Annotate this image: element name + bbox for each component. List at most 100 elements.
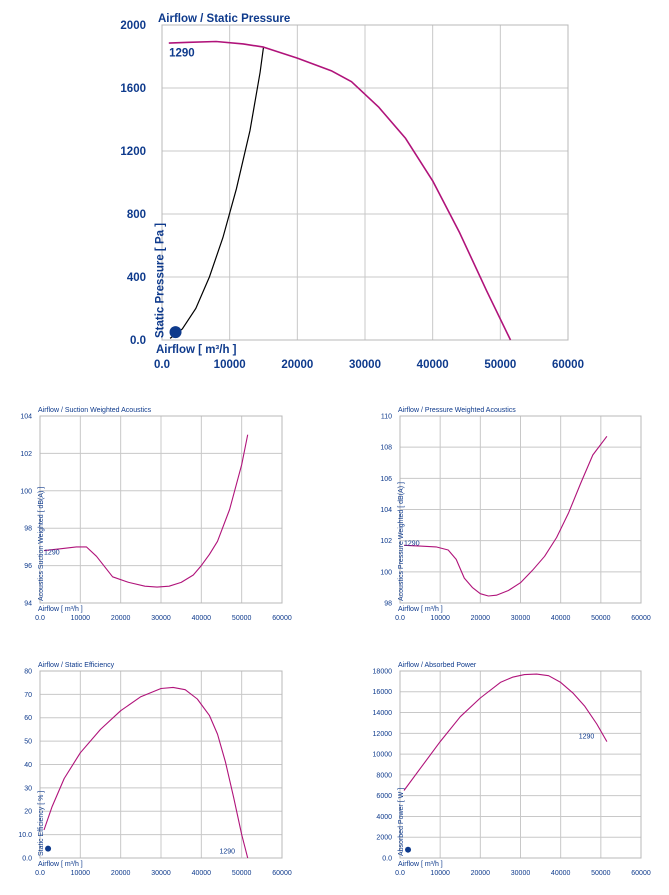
x-tick-label: 60000 — [272, 615, 292, 622]
x-tick-label: 20000 — [111, 615, 131, 622]
y-tick-label: 96 — [24, 563, 32, 570]
curve-label: 1290 — [579, 734, 595, 741]
x-tick-label: 0.0 — [395, 870, 405, 877]
x-tick-label: 40000 — [192, 615, 212, 622]
curve-label: 1290 — [44, 549, 60, 556]
x-tick-label: 30000 — [151, 870, 171, 877]
x-axis-label: Airflow [ m³/h ] — [38, 861, 83, 868]
x-tick-label: 20000 — [471, 870, 491, 877]
y-tick-label: 10000 — [373, 752, 393, 759]
y-tick-label: 0.0 — [382, 855, 392, 862]
y-tick-label: 10.0 — [18, 832, 32, 839]
y-tick-label: 800 — [127, 209, 146, 221]
operating-point — [169, 326, 182, 339]
operating-point — [45, 845, 52, 852]
curve-label: 1290 — [169, 48, 195, 60]
y-tick-label: 98 — [24, 526, 32, 533]
x-tick-label: 0.0 — [154, 359, 170, 371]
y-tick-label: 2000 — [376, 835, 392, 842]
x-tick-label: 20000 — [471, 615, 491, 622]
y-tick-label: 14000 — [373, 710, 393, 717]
y-tick-label: 4000 — [376, 814, 392, 821]
y-tick-label: 70 — [24, 692, 32, 699]
y-tick-label: 104 — [380, 507, 392, 514]
y-axis-label: Static Pressure [ Pa ] — [155, 223, 167, 338]
plot-frame — [161, 24, 569, 341]
y-tick-label: 80 — [24, 668, 32, 675]
y-tick-label: 18000 — [373, 668, 393, 675]
chart-4: 0.0 10000 20000 30000 40000 50000 60000 0.0 10.0… — [18, 662, 291, 877]
x-tick-label: 30000 — [151, 615, 171, 622]
x-tick-label: 60000 — [272, 870, 292, 877]
operating-point — [405, 846, 412, 853]
x-tick-label: 50000 — [591, 870, 611, 877]
x-tick-label: 30000 — [349, 359, 381, 371]
series-line — [168, 40, 512, 341]
x-tick-label: 40000 — [551, 615, 571, 622]
y-tick-label: 40 — [24, 762, 32, 769]
y-tick-label: 20 — [24, 809, 32, 816]
x-tick-label: 10000 — [430, 870, 450, 877]
curve-label: 1290 — [219, 848, 235, 855]
y-tick-label: 108 — [380, 445, 392, 452]
x-tick-label: 50000 — [484, 359, 516, 371]
x-tick-label: 60000 — [631, 870, 651, 877]
plot-frame — [399, 415, 642, 604]
series-line — [43, 686, 249, 859]
y-axis-label: Absorbed Power [ W ] — [398, 788, 405, 856]
y-tick-label: 8000 — [376, 772, 392, 779]
x-tick-label: 50000 — [591, 615, 611, 622]
x-tick-label: 0.0 — [35, 615, 45, 622]
y-tick-label: 0.0 — [22, 855, 32, 862]
y-axis-label: Acoustics Pressure Weighted [ dB(A) ] — [398, 482, 405, 601]
chart-title: Airflow / Static Efficiency — [38, 662, 115, 669]
x-tick-label: 20000 — [111, 870, 131, 877]
x-tick-label: 30000 — [511, 615, 531, 622]
y-tick-label: 50 — [24, 739, 32, 746]
y-tick-label: 102 — [20, 451, 32, 458]
system-curve-line — [169, 47, 265, 339]
x-tick-label: 50000 — [232, 870, 252, 877]
y-tick-label: 94 — [24, 600, 32, 607]
x-axis-label: Airflow [ m³/h ] — [398, 606, 443, 613]
x-axis-label: Airflow [ m³/h ] — [156, 344, 237, 356]
x-tick-label: 50000 — [232, 615, 252, 622]
x-axis-label: Airflow [ m³/h ] — [38, 606, 83, 613]
chart-title: Airflow / Suction Weighted Acoustics — [38, 407, 152, 414]
chart-1: 0.0 10000 20000 30000 40000 50000 60000 0.0 400 8… — [120, 13, 584, 371]
y-axis-label: Static Efficiency [ % ] — [38, 791, 45, 856]
chart-title: Airflow / Pressure Weighted Acoustics — [398, 407, 516, 414]
x-tick-label: 0.0 — [395, 615, 405, 622]
y-tick-label: 0.0 — [130, 335, 146, 347]
x-tick-label: 0.0 — [35, 870, 45, 877]
y-tick-label: 1200 — [120, 146, 146, 158]
series-line — [403, 435, 608, 597]
y-tick-label: 12000 — [373, 731, 393, 738]
curve-label: 1290 — [404, 540, 420, 547]
y-tick-label: 16000 — [373, 689, 393, 696]
x-tick-label: 10000 — [430, 615, 450, 622]
x-tick-label: 40000 — [551, 870, 571, 877]
y-tick-label: 100 — [380, 569, 392, 576]
x-tick-label: 40000 — [417, 359, 449, 371]
x-tick-label: 10000 — [71, 870, 91, 877]
x-tick-label: 60000 — [552, 359, 584, 371]
series-line — [403, 673, 608, 791]
chart-2: 0.0 10000 20000 30000 40000 50000 60000 94 96 98 1… — [20, 407, 292, 622]
y-tick-label: 110 — [381, 413, 392, 420]
plot-frame — [39, 670, 283, 859]
y-tick-label: 400 — [127, 272, 146, 284]
y-tick-label: 60 — [24, 715, 32, 722]
y-tick-label: 30 — [24, 785, 32, 792]
y-tick-label: 6000 — [376, 793, 392, 800]
x-axis-label: Airflow [ m³/h ] — [398, 861, 443, 868]
chart-3: 0.0 10000 20000 30000 40000 50000 60000 98 100 10… — [380, 407, 651, 622]
chart-title: Airflow / Static Pressure — [158, 13, 290, 25]
chart-title: Airflow / Absorbed Power — [398, 662, 477, 669]
x-tick-label: 10000 — [71, 615, 91, 622]
y-tick-label: 104 — [20, 413, 32, 420]
x-tick-label: 20000 — [281, 359, 313, 371]
y-tick-label: 98 — [384, 600, 392, 607]
plot-frame — [399, 670, 642, 859]
